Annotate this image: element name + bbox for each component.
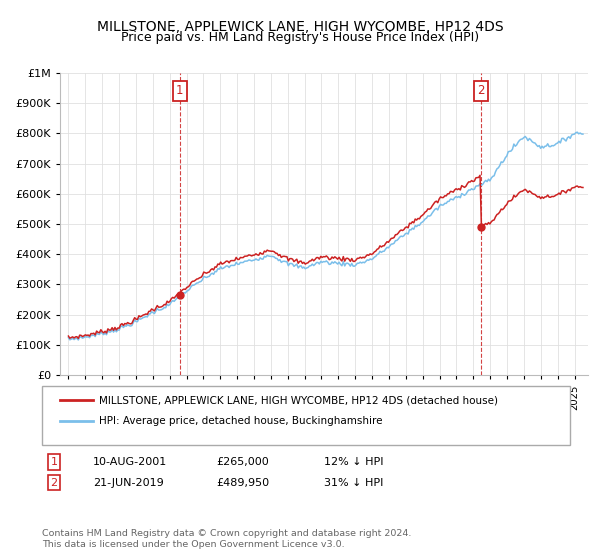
Text: 12% ↓ HPI: 12% ↓ HPI <box>324 457 383 467</box>
Text: 31% ↓ HPI: 31% ↓ HPI <box>324 478 383 488</box>
Text: MILLSTONE, APPLEWICK LANE, HIGH WYCOMBE, HP12 4DS (detached house): MILLSTONE, APPLEWICK LANE, HIGH WYCOMBE,… <box>99 395 498 405</box>
Text: 21-JUN-2019: 21-JUN-2019 <box>93 478 164 488</box>
Text: MILLSTONE, APPLEWICK LANE, HIGH WYCOMBE, HP12 4DS: MILLSTONE, APPLEWICK LANE, HIGH WYCOMBE,… <box>97 20 503 34</box>
Text: Price paid vs. HM Land Registry's House Price Index (HPI): Price paid vs. HM Land Registry's House … <box>121 31 479 44</box>
Text: 10-AUG-2001: 10-AUG-2001 <box>93 457 167 467</box>
Text: HPI: Average price, detached house, Buckinghamshire: HPI: Average price, detached house, Buck… <box>99 416 383 426</box>
Text: 2: 2 <box>478 85 485 97</box>
Text: 1: 1 <box>50 457 58 467</box>
Text: £489,950: £489,950 <box>216 478 269 488</box>
Text: 2: 2 <box>50 478 58 488</box>
Text: 1: 1 <box>176 85 184 97</box>
Text: Contains HM Land Registry data © Crown copyright and database right 2024.
This d: Contains HM Land Registry data © Crown c… <box>42 529 412 549</box>
Text: £265,000: £265,000 <box>216 457 269 467</box>
